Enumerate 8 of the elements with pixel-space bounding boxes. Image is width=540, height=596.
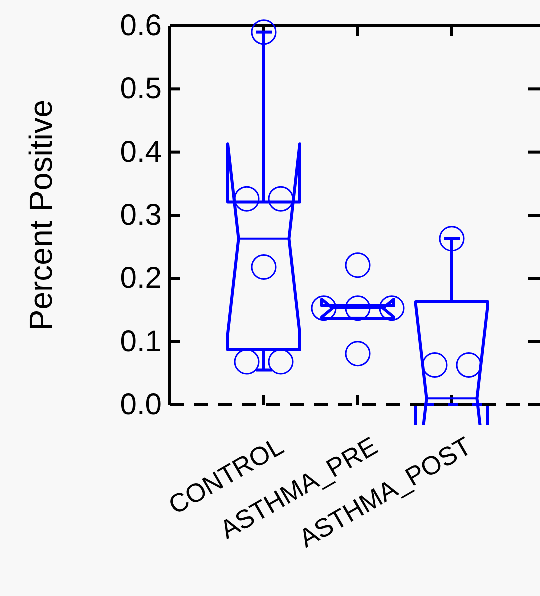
y-axis-title: Percent Positive <box>23 100 59 332</box>
y-tick-label: 0.4 <box>120 136 162 169</box>
y-tick-label: 0.5 <box>120 72 162 106</box>
y-tick-label: 0.1 <box>120 325 162 358</box>
y-tick-label: 0.2 <box>120 262 162 296</box>
y-tick-label: 0.3 <box>120 199 162 232</box>
y-tick-label: 0.6 <box>120 10 162 42</box>
y-tick-label: 0.0 <box>120 388 162 422</box>
